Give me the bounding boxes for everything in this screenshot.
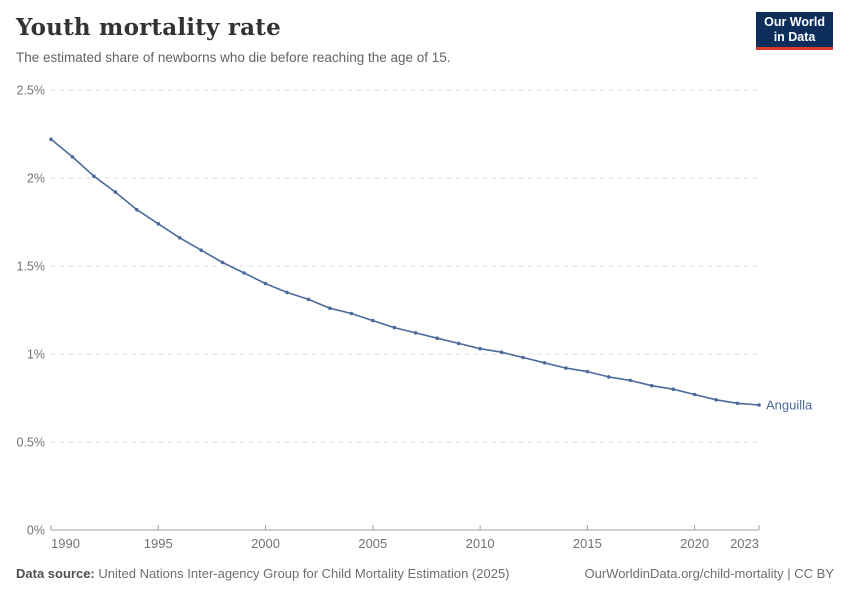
data-point[interactable] xyxy=(542,361,547,365)
y-tick-label: 1% xyxy=(27,347,45,361)
data-point[interactable] xyxy=(220,260,225,265)
chart-header: Youth mortality rate The estimated share… xyxy=(16,12,834,65)
data-point[interactable] xyxy=(499,350,504,355)
data-source-text: United Nations Inter-agency Group for Ch… xyxy=(98,566,510,581)
data-point[interactable] xyxy=(92,174,96,178)
data-point[interactable] xyxy=(328,306,332,311)
x-tick-label: 2000 xyxy=(251,536,280,551)
data-point[interactable] xyxy=(671,387,675,392)
x-tick-label: 2010 xyxy=(466,536,495,551)
data-point[interactable] xyxy=(628,378,633,383)
data-point[interactable] xyxy=(306,297,311,302)
data-point[interactable] xyxy=(714,398,718,402)
owid-logo[interactable]: Our World in Data xyxy=(756,12,833,50)
data-point[interactable] xyxy=(456,341,461,346)
y-tick-label: 1.5% xyxy=(17,259,46,273)
owid-logo-line2: in Data xyxy=(773,30,816,44)
y-tick-label: 2.5% xyxy=(17,83,46,97)
data-point[interactable] xyxy=(70,155,75,159)
data-point[interactable] xyxy=(607,375,611,379)
x-tick-label: 2015 xyxy=(573,536,602,551)
data-point[interactable] xyxy=(177,236,182,240)
data-point[interactable] xyxy=(263,281,268,286)
data-point[interactable] xyxy=(113,190,118,194)
data-point[interactable] xyxy=(692,392,697,397)
chart-footer: Data source: United Nations Inter-agency… xyxy=(16,566,834,581)
data-point[interactable] xyxy=(413,331,418,335)
data-point[interactable] xyxy=(478,346,482,351)
x-tick-label: 2023 xyxy=(730,536,759,551)
data-point[interactable] xyxy=(156,222,161,226)
data-source: Data source: United Nations Inter-agency… xyxy=(16,566,510,581)
y-tick-label: 0.5% xyxy=(17,435,46,449)
data-point[interactable] xyxy=(585,369,590,374)
data-point[interactable] xyxy=(371,318,375,323)
data-point[interactable] xyxy=(349,311,354,316)
chart-subtitle: The estimated share of newborns who die … xyxy=(16,50,451,65)
x-tick-label: 2020 xyxy=(680,536,709,551)
data-point[interactable] xyxy=(135,207,139,212)
data-point[interactable] xyxy=(285,290,289,295)
x-tick-label: 2005 xyxy=(358,536,387,551)
data-point[interactable] xyxy=(392,325,397,330)
entity-label-anguilla[interactable]: Anguilla xyxy=(766,398,813,413)
data-point[interactable] xyxy=(242,271,246,275)
y-tick-label: 0% xyxy=(27,523,45,537)
page-title: Youth mortality rate xyxy=(16,14,281,41)
data-point[interactable] xyxy=(757,403,761,407)
data-point[interactable] xyxy=(521,355,525,360)
data-point[interactable] xyxy=(735,401,740,406)
data-point[interactable] xyxy=(435,336,440,341)
x-tick-label: 1990 xyxy=(51,536,80,551)
data-point[interactable] xyxy=(49,137,53,142)
owid-logo-line1: Our World xyxy=(764,15,825,29)
data-source-label: Data source: xyxy=(16,566,95,581)
y-tick-label: 2% xyxy=(27,171,45,185)
series-line-anguilla[interactable] xyxy=(50,138,760,406)
x-tick-label: 1995 xyxy=(144,536,173,551)
footer-link[interactable]: OurWorldinData.org/child-mortality | CC … xyxy=(584,566,835,581)
data-point[interactable] xyxy=(564,366,568,370)
data-point[interactable] xyxy=(649,383,654,388)
data-point[interactable] xyxy=(199,248,203,252)
